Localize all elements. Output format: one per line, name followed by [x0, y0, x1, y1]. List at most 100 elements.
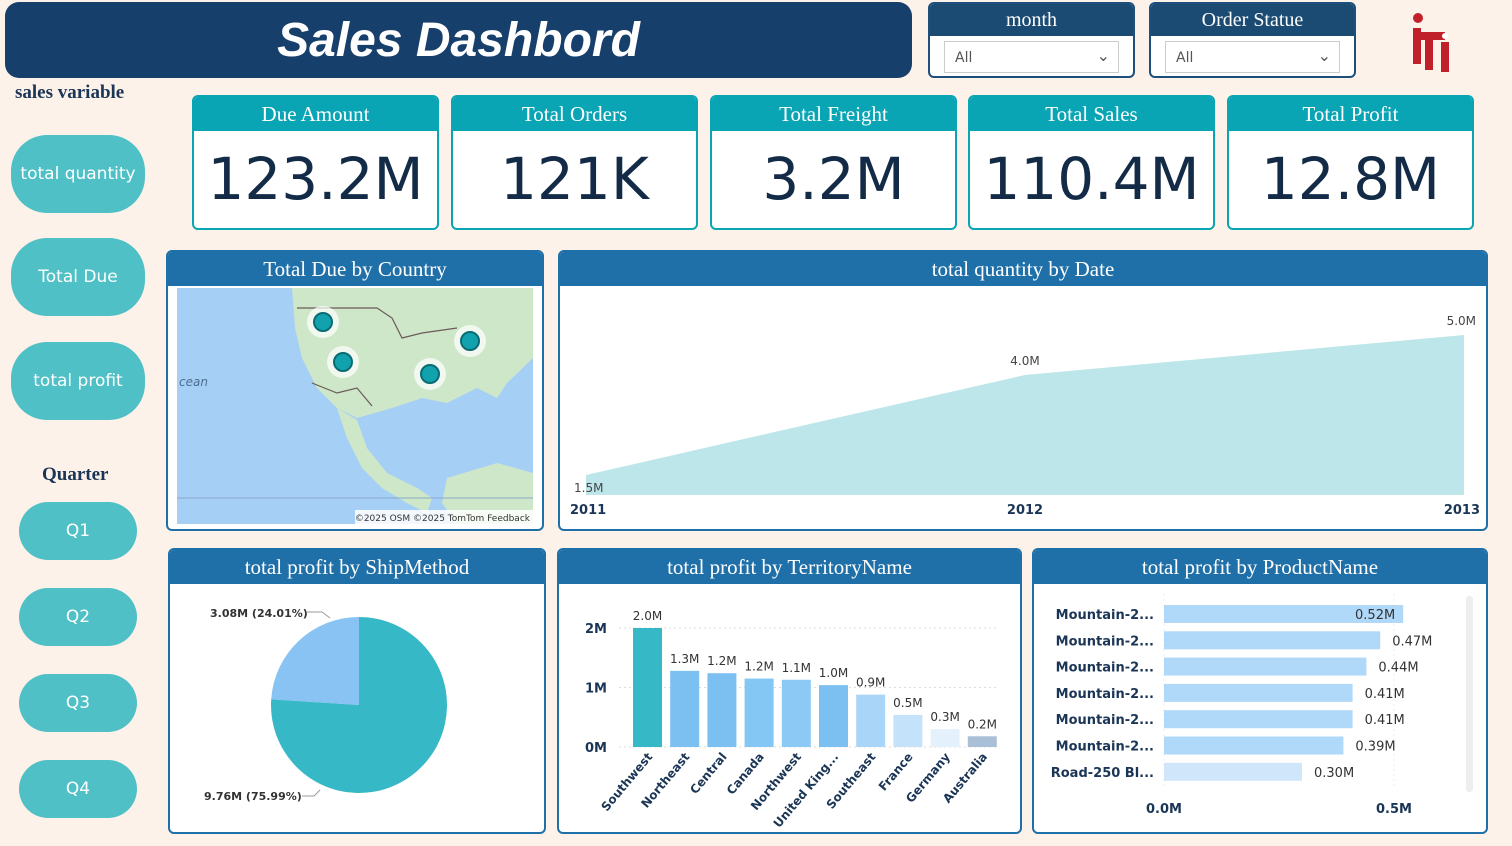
- data-label: 1.3M: [670, 652, 699, 666]
- x-tick-label: 0.5M: [1376, 802, 1412, 817]
- data-label: 5.0M: [1447, 314, 1476, 328]
- kpi-label: Due Amount: [194, 97, 437, 131]
- bar: [819, 685, 848, 747]
- x-tick-label: 2011: [570, 503, 606, 518]
- kpi-value: 3.2M: [762, 145, 905, 213]
- kpi-total-sales: Total Sales 110.4M: [968, 95, 1215, 230]
- scrollbar[interactable]: [1466, 596, 1473, 792]
- bar: [1164, 605, 1404, 623]
- bar: [1164, 631, 1381, 650]
- x-tick-label: United King...: [771, 750, 842, 830]
- bar: [893, 714, 923, 747]
- y-tick-label: Mountain-2...: [1056, 661, 1154, 676]
- kpi-total-orders: Total Orders 121K: [451, 95, 698, 230]
- bar: [1164, 710, 1353, 729]
- total-profit-button[interactable]: total profit: [11, 342, 145, 420]
- month-dropdown[interactable]: All ⌄: [944, 41, 1119, 73]
- data-label: 0.30M: [1314, 766, 1354, 781]
- month-slicer[interactable]: month All ⌄: [928, 2, 1135, 78]
- map[interactable]: cean ©2025 OSM ©2025 TomTom Feedback: [177, 288, 533, 524]
- x-tick-label: Central: [687, 750, 729, 797]
- bar: [1164, 736, 1344, 755]
- bar: [930, 729, 960, 747]
- order-status-value: All: [1176, 50, 1194, 66]
- order-status-slicer[interactable]: Order Statue All ⌄: [1149, 2, 1356, 78]
- product-bar-chart: Mountain-2... 0.52M Mountain-2... 0.47M Moun…: [1051, 594, 1473, 817]
- data-label: 2.0M: [633, 609, 662, 623]
- kpi-value: 123.2M: [207, 145, 424, 213]
- territory-chart-title: total profit by TerritoryName: [559, 550, 1020, 584]
- data-label: 1.1M: [782, 661, 811, 675]
- map-attribution[interactable]: ©2025 OSM ©2025 TomTom Feedback: [355, 514, 531, 524]
- territory-bar-chart: 0M1M2M2.0MSouthwest1.3MNortheast1.2MCent…: [585, 609, 999, 830]
- order-status-slicer-label: Order Statue: [1151, 4, 1354, 36]
- area-series: [586, 335, 1464, 495]
- data-label: 0.44M: [1378, 661, 1418, 676]
- iti-logo: [1413, 13, 1449, 72]
- y-tick-label: Mountain-2...: [1056, 687, 1154, 702]
- bar: [967, 736, 997, 747]
- data-label: 0.9M: [856, 676, 885, 690]
- area-chart-title: total quantity by Date: [560, 252, 1486, 286]
- x-tick-label: France: [876, 750, 916, 794]
- map-title: Total Due by Country: [168, 252, 542, 286]
- dashboard-title: Sales Dashbord: [5, 2, 912, 78]
- y-tick-label: 0M: [585, 741, 607, 756]
- y-tick-label: Mountain-2...: [1056, 634, 1154, 649]
- bar: [633, 628, 662, 747]
- map-bubble[interactable]: [454, 325, 486, 357]
- data-label: 0.47M: [1392, 634, 1432, 649]
- map-bubble[interactable]: [414, 358, 446, 390]
- month-value: All: [955, 50, 973, 66]
- product-chart-title: total profit by ProductName: [1034, 550, 1486, 584]
- sales-variable-heading: sales variable: [15, 82, 125, 103]
- leader-line: [302, 789, 321, 797]
- data-label: 0.39M: [1355, 740, 1395, 755]
- quarter-q2-button[interactable]: Q2: [19, 588, 137, 646]
- kpi-value: 12.8M: [1260, 145, 1441, 213]
- bar: [856, 694, 886, 747]
- map-bubble[interactable]: [327, 346, 359, 378]
- chevron-down-icon: ⌄: [1096, 46, 1110, 65]
- chevron-down-icon: ⌄: [1317, 46, 1331, 65]
- x-tick-label: 0.0M: [1146, 802, 1182, 817]
- kpi-total-profit: Total Profit 12.8M: [1227, 95, 1474, 230]
- kpi-total-freight: Total Freight 3.2M: [710, 95, 957, 230]
- bar: [707, 673, 737, 747]
- kpi-label: Total Sales: [970, 97, 1213, 131]
- y-tick-label: Mountain-2...: [1056, 608, 1154, 623]
- leader-line: [306, 611, 331, 619]
- ocean-label: cean: [179, 375, 208, 389]
- quarter-q3-button[interactable]: Q3: [19, 674, 137, 732]
- y-tick-label: 2M: [585, 622, 607, 637]
- data-label: 1.2M: [707, 654, 736, 668]
- bar: [1164, 683, 1353, 702]
- kpi-due-amount: Due Amount 123.2M: [192, 95, 439, 230]
- kpi-label: Total Orders: [453, 97, 696, 131]
- bar: [1164, 657, 1367, 676]
- map-panel: Total Due by Country cean ©2025 OSM ©202…: [166, 250, 544, 531]
- y-tick-label: 1M: [585, 682, 607, 697]
- data-label: 0.52M: [1355, 608, 1395, 623]
- quarter-heading: Quarter: [42, 464, 109, 485]
- data-label: 0.2M: [968, 717, 997, 731]
- data-label: 0.41M: [1365, 687, 1405, 702]
- pie-label: 9.76M (75.99%): [204, 790, 302, 803]
- y-tick-label: Mountain-2...: [1056, 713, 1154, 728]
- profit-by-product-panel: total profit by ProductName Mountain-2..…: [1032, 548, 1488, 834]
- profit-by-shipmethod-panel: total profit by ShipMethod 3.08M (24.01%…: [168, 548, 546, 834]
- x-tick-label: 2013: [1444, 503, 1480, 518]
- order-status-dropdown[interactable]: All ⌄: [1165, 41, 1340, 73]
- bar: [781, 679, 811, 747]
- total-due-button[interactable]: Total Due: [11, 238, 145, 316]
- area-chart: 1.5M 2011 4.0M 2012 5.0M 2013: [570, 314, 1480, 518]
- quarter-q4-button[interactable]: Q4: [19, 760, 137, 818]
- data-label: 0.5M: [893, 696, 922, 710]
- pie-chart: 3.08M (24.01%) 9.76M (75.99%): [204, 607, 448, 803]
- kpi-label: Total Freight: [712, 97, 955, 131]
- total-quantity-button[interactable]: total quantity: [11, 135, 145, 213]
- quarter-q1-button[interactable]: Q1: [19, 502, 137, 560]
- map-bubble[interactable]: [307, 306, 339, 338]
- pie-slice: [271, 617, 359, 705]
- pie-label: 3.08M (24.01%): [210, 607, 308, 620]
